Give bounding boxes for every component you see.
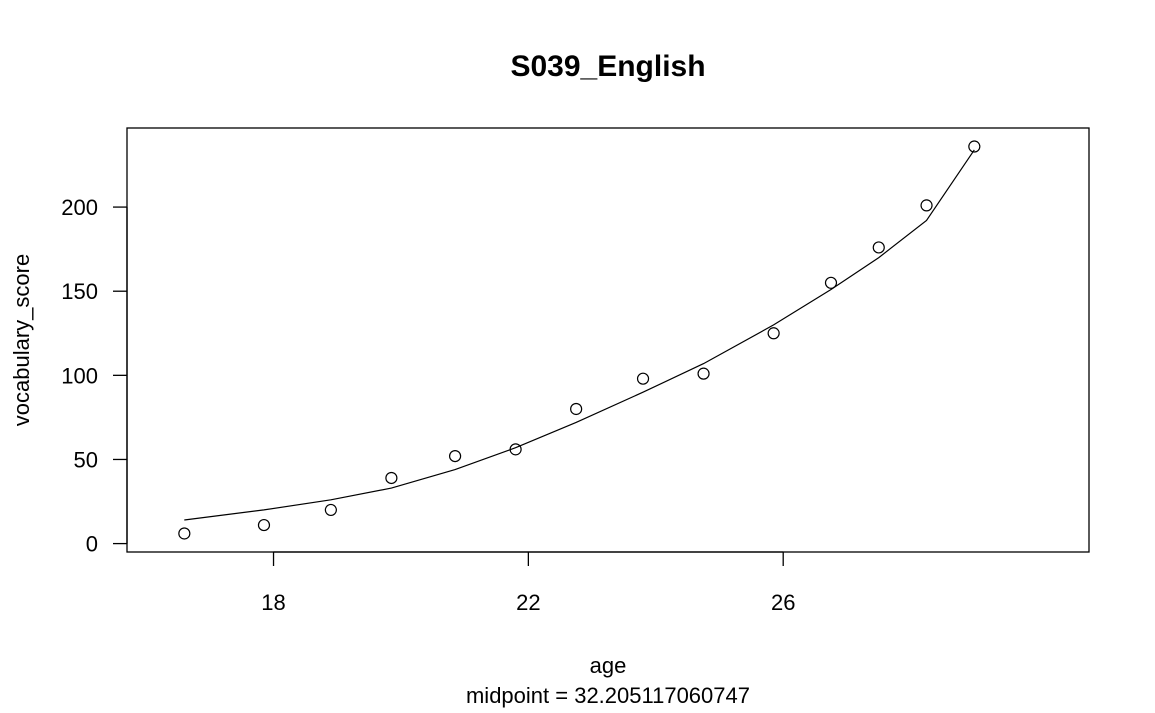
data-point: [570, 402, 583, 416]
data-point: [385, 471, 398, 485]
data-point: [448, 449, 462, 463]
fit-line: [184, 149, 975, 521]
x-tick-label: 26: [771, 590, 795, 615]
data-point: [257, 518, 271, 532]
y-axis-label: vocabulary_score: [9, 254, 34, 426]
data-point: [178, 527, 191, 540]
data-point: [920, 199, 933, 212]
x-tick-label: 18: [261, 590, 285, 615]
y-tick-label: 0: [86, 532, 98, 557]
y-tick-label: 200: [61, 195, 98, 220]
chart-subtitle: midpoint = 32.205117060747: [466, 683, 750, 708]
points-group: [178, 140, 981, 540]
x-axis-label: age: [590, 653, 627, 678]
data-point: [824, 276, 838, 289]
fit-line-group: [184, 149, 975, 521]
data-point: [636, 372, 650, 385]
plot-frame: [126, 127, 1090, 553]
x-tick-label: 22: [516, 590, 540, 615]
y-tick-label: 50: [74, 447, 98, 472]
y-axis: 0 50 100 150 200: [61, 195, 128, 557]
y-tick-label: 100: [61, 363, 98, 388]
data-point: [697, 367, 710, 380]
data-point: [767, 327, 780, 340]
chart-title: S039_English: [510, 50, 705, 83]
data-point: [968, 140, 981, 153]
data-point: [509, 443, 522, 456]
y-tick-label: 150: [61, 279, 98, 304]
data-point: [872, 241, 885, 254]
x-axis: 18 22 26: [261, 551, 795, 615]
data-point: [324, 503, 337, 517]
